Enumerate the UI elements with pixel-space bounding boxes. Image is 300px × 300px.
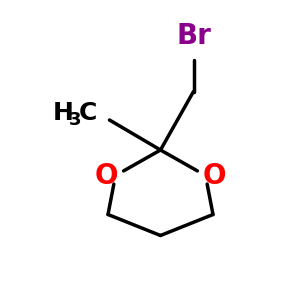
Text: Br: Br [176, 22, 211, 50]
Text: O: O [203, 161, 226, 190]
Text: H: H [52, 100, 74, 124]
Text: C: C [79, 100, 97, 124]
Text: O: O [95, 161, 118, 190]
Text: 3: 3 [68, 111, 81, 129]
